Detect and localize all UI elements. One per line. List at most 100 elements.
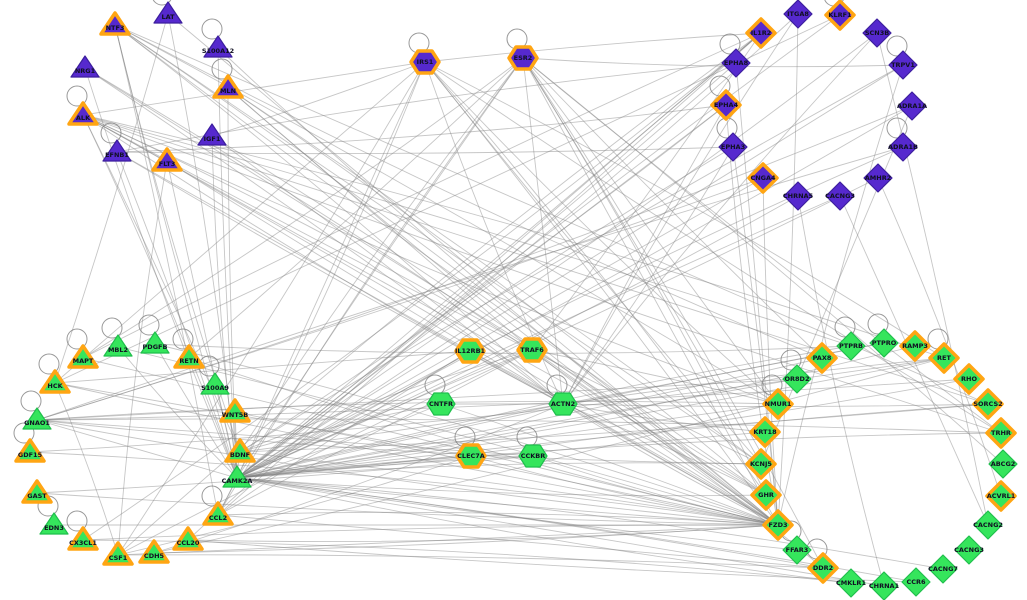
node-IGF1[interactable]: IGF1 [197,123,227,146]
edge [54,382,119,556]
diamond-node-shape [863,163,893,193]
node-ADRA1A[interactable]: ADRA1A [897,91,927,121]
edge [236,378,798,479]
node-MAPT[interactable]: MAPT [67,344,99,369]
edge [153,403,564,554]
edge [54,350,471,384]
edge [877,177,1002,497]
node-SCN3B[interactable]: SCN3B [862,18,892,48]
edge [562,403,766,433]
edge [239,403,564,453]
edge [236,477,767,497]
edge [522,57,904,68]
edge [562,403,779,526]
node-S100A9[interactable]: S100A9 [200,372,230,395]
node-CCKBR[interactable]: CCKBR [518,444,548,468]
edge [227,87,762,465]
node-RHO[interactable]: RHO [953,363,985,395]
edge [82,32,762,359]
edge [227,87,767,496]
edge [236,14,841,479]
edge [29,357,945,453]
node-GDF15[interactable]: GDF15 [14,438,46,463]
edge [217,514,824,569]
edge [236,345,852,479]
node-RAMP3[interactable]: RAMP3 [899,330,931,362]
edge [424,61,779,405]
diamond-node-shape [954,535,984,565]
edge [217,57,524,516]
self-loop [66,328,88,350]
node-CACNG3p[interactable]: CACNG3 [825,181,855,211]
edge [531,32,762,351]
node-TRAF6[interactable]: TRAF6 [516,337,548,363]
node-GAST[interactable]: GAST [21,479,53,504]
node-CCR6[interactable]: CCR6 [901,567,931,597]
node-ACVRL1[interactable]: ACVRL1 [985,480,1017,512]
hexagon-node-shape [454,338,486,364]
diamond-node-shape [762,388,794,420]
edge [116,151,238,479]
hexagon-node-shape [516,337,548,363]
node-NRG1[interactable]: NRG1 [70,55,100,78]
edge [117,160,168,556]
edge [82,57,524,359]
node-ACTN2[interactable]: ACTN2 [548,392,578,416]
node-CNGA4[interactable]: CNGA4 [747,162,779,194]
node-ITGA8[interactable]: ITGA8 [783,0,813,29]
edge [54,382,779,526]
triangle-node-shape [102,139,132,162]
edge [236,177,764,479]
node-CACNG3[interactable]: CACNG3 [954,535,984,565]
node-CHRNA5[interactable]: CHRNA5 [783,181,814,211]
self-loop [152,0,172,6]
edge [117,61,426,556]
diamond-node-shape [836,331,866,361]
node-FZD3[interactable]: FZD3 [762,509,794,541]
hexagon-node-shape [455,443,487,469]
node-CACNG7[interactable]: CACNG7 [928,554,958,584]
edge [236,477,885,587]
node-SORCS2[interactable]: SORCS2 [972,388,1004,420]
node-TRHR[interactable]: TRHR [985,417,1017,449]
diamond-node-shape [928,554,958,584]
edge [187,32,762,541]
node-CNTFR[interactable]: CNTFR [426,392,456,416]
node-NTF3[interactable]: NTF3 [99,11,131,36]
edge [82,114,1002,434]
edge [167,13,779,526]
node-CACNG2[interactable]: CACNG2 [973,510,1003,540]
node-LAT[interactable]: LAT [153,1,183,24]
node-ESR2[interactable]: ESR2 [507,45,539,71]
edge [54,382,472,457]
edge [217,511,779,526]
node-AMHR2[interactable]: AMHR2 [863,163,893,193]
self-loop [172,328,194,350]
edge [239,104,727,453]
hexagon-node-shape [409,49,441,75]
node-WNT5B[interactable]: WNT5B [219,398,251,423]
edge [236,13,799,479]
edge [236,57,524,479]
self-loop [867,313,889,335]
edge [424,61,767,496]
node-CMKLR1[interactable]: CMKLR1 [836,568,866,598]
edge [469,350,779,526]
edge [54,61,426,384]
node-PDGFB[interactable]: PDGFB [140,331,170,354]
node-CX3CL1[interactable]: CX3CL1 [67,526,99,551]
edge [876,32,989,526]
edge [777,64,904,526]
node-CLEC7A[interactable]: CLEC7A [455,443,487,469]
node-IL1R2[interactable]: IL1R2 [745,17,777,49]
node-GNAO1[interactable]: GNAO1 [22,407,52,430]
node-IRS1[interactable]: IRS1 [409,49,441,75]
node-EDN3[interactable]: EDN3 [39,512,69,535]
edge [217,349,533,516]
node-CHRNA1[interactable]: CHRNA1 [869,571,900,600]
edge [36,400,779,421]
node-IL12RB1[interactable]: IL12RB1 [454,338,486,364]
edge [236,104,727,479]
